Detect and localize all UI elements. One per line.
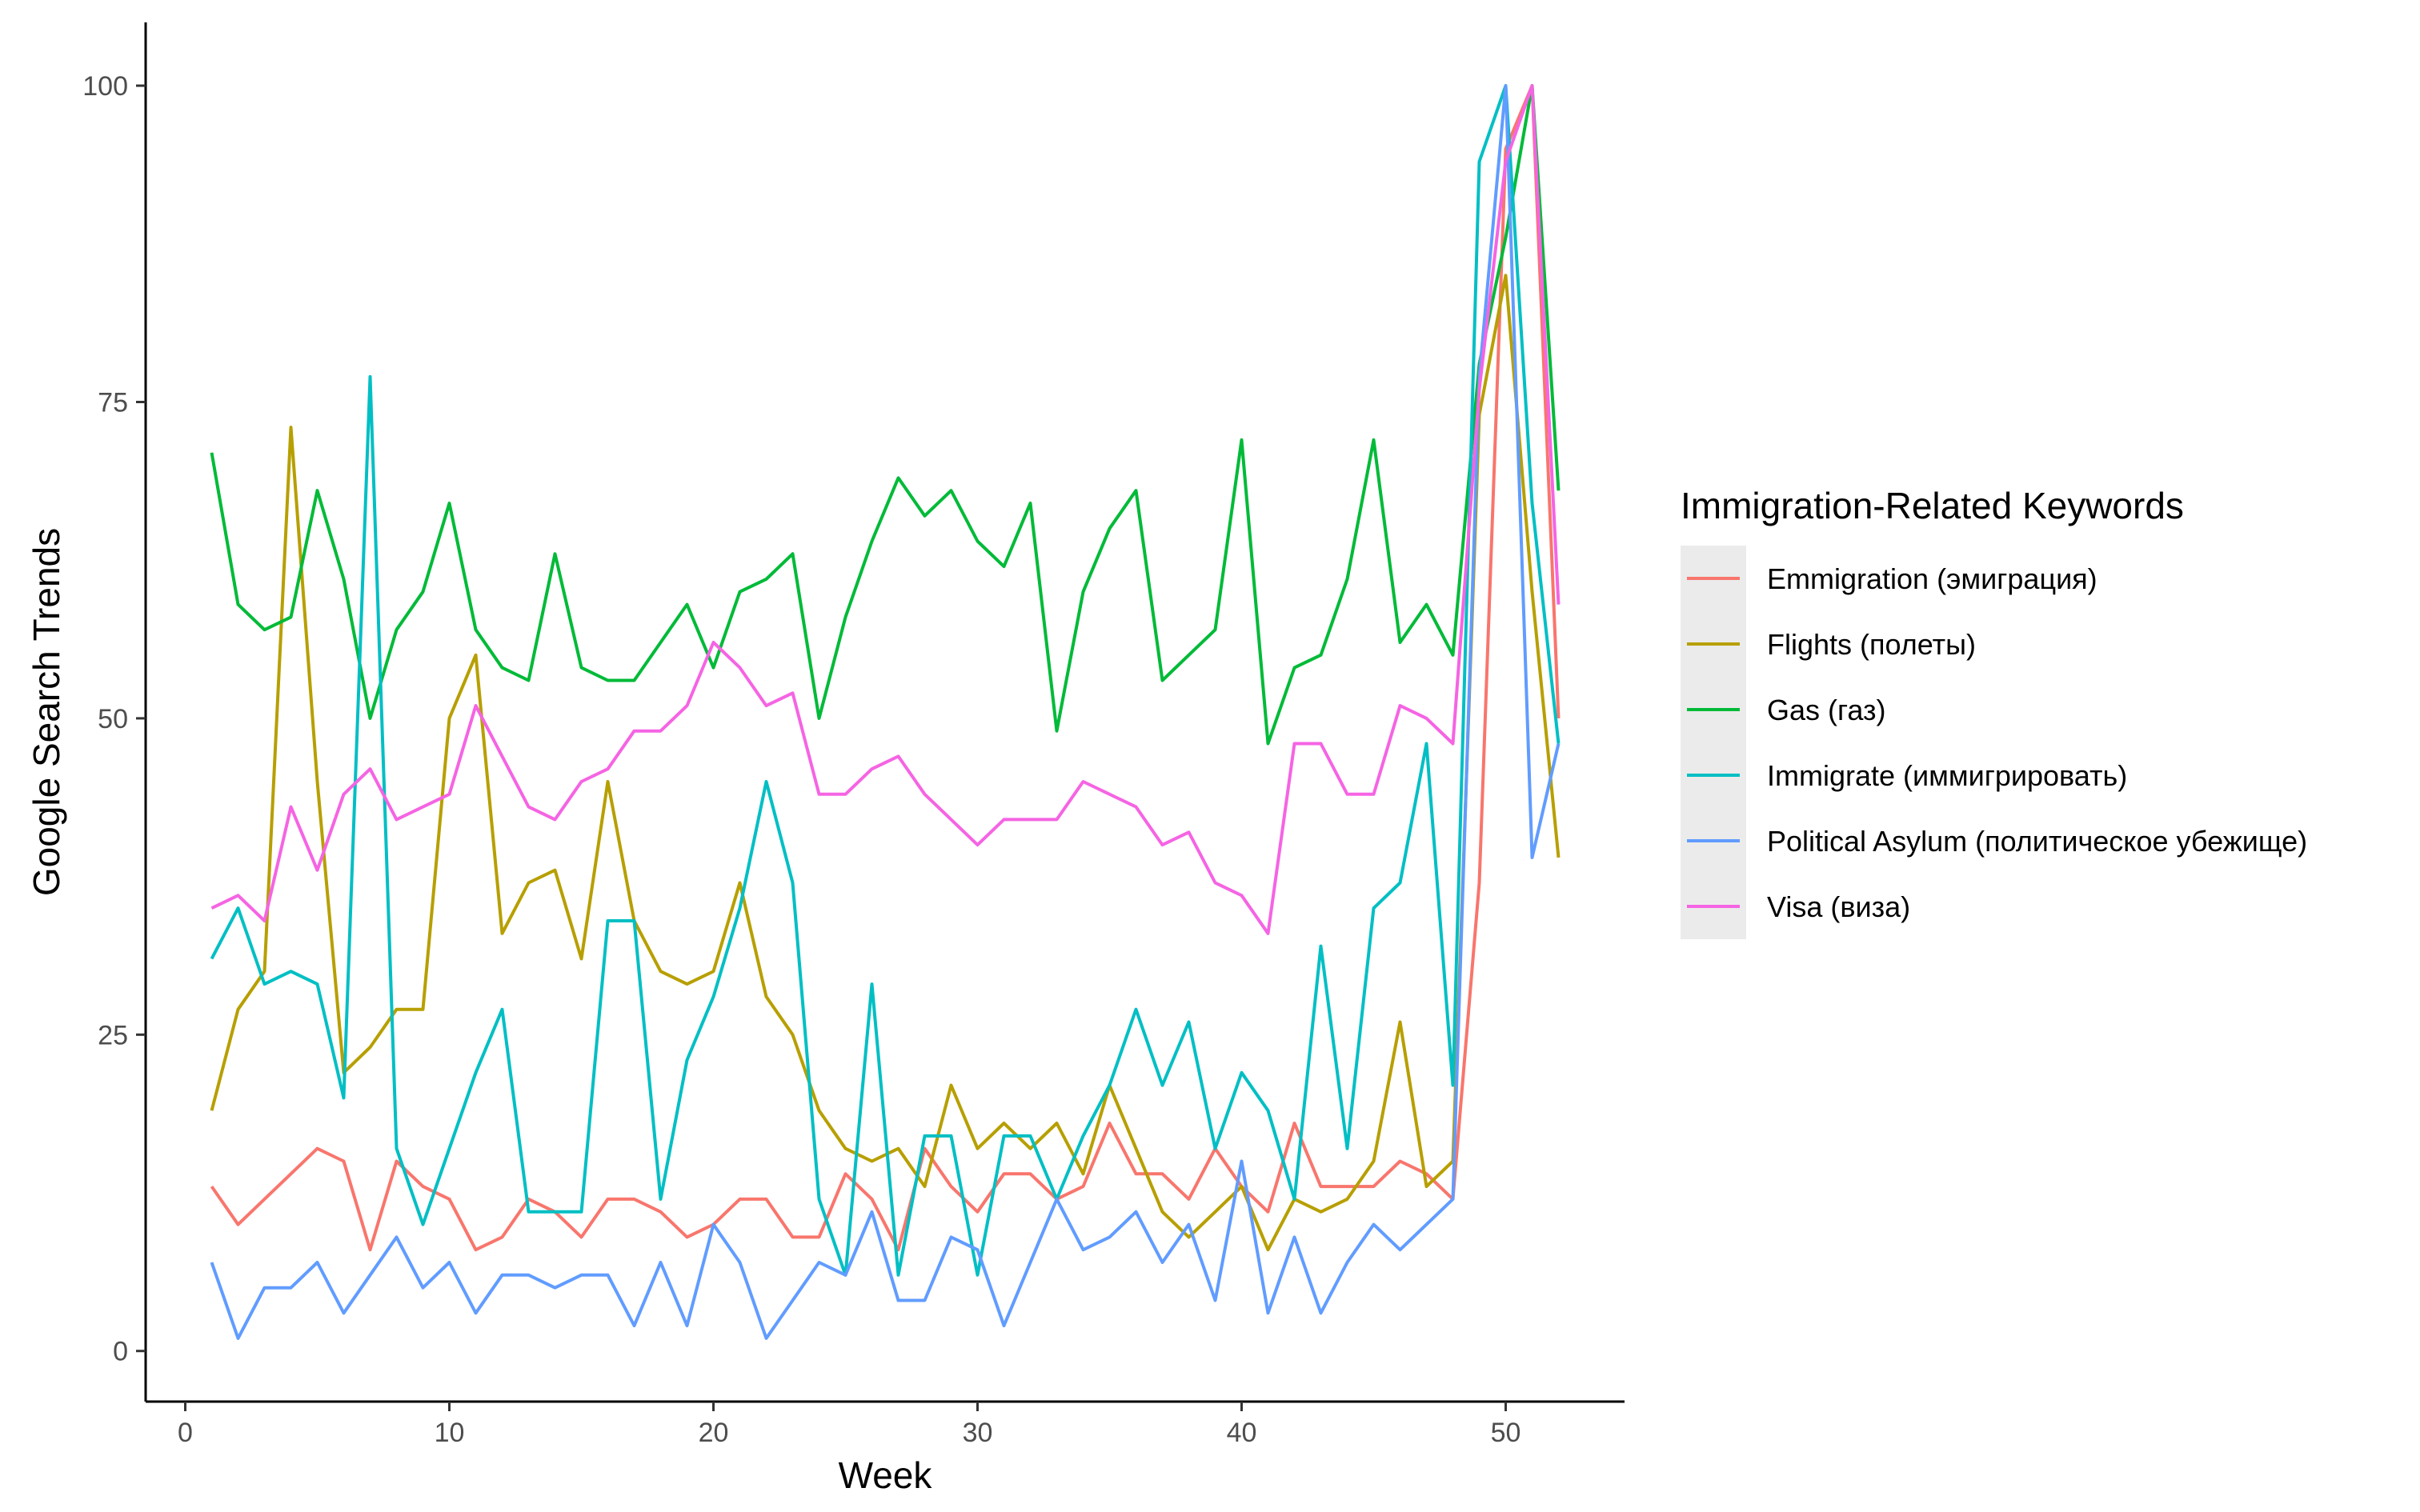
legend-key-background [1681, 546, 1746, 939]
series-line-3 [210, 84, 1561, 746]
x-tick-label: 50 [1491, 1418, 1521, 1448]
y-tick-label: 75 [98, 387, 128, 418]
series-line-6 [210, 84, 1561, 935]
x-tick-label: 10 [435, 1418, 465, 1448]
legend-entry-label: Political Asylum (политическое убежище) [1767, 825, 2307, 858]
series-line-5 [210, 84, 1561, 1340]
series-line-2 [210, 274, 1561, 1252]
x-axis-title: Week [839, 1454, 933, 1496]
x-tick-label: 0 [178, 1418, 193, 1448]
y-tick-label: 50 [98, 704, 128, 734]
legend-title: Immigration-Related Keywords [1681, 485, 2184, 526]
y-tick-label: 0 [113, 1337, 128, 1367]
x-tick-label: 30 [963, 1418, 993, 1448]
x-tick-label: 20 [699, 1418, 729, 1448]
y-tick-label: 100 [82, 71, 128, 102]
series-line-4 [210, 84, 1561, 1277]
legend-items: Emmigration (эмиграция) Flights (полеты) G… [1681, 546, 2307, 939]
legend-entry-label: Visa (виза) [1767, 890, 1910, 923]
series-line-1 [210, 84, 1561, 1252]
legend-entry-label: Emmigration (эмиграция) [1767, 562, 2097, 595]
legend-entry-label: Flights (полеты) [1767, 628, 1976, 661]
x-tick-label: 40 [1227, 1418, 1257, 1448]
legend-entry-label: Gas (газ) [1767, 694, 1885, 726]
legend-entry-label: Immigrate (иммигрировать) [1767, 759, 2127, 792]
legend: Immigration-Related Keywords Emmigration… [1681, 485, 2307, 939]
axes: 0 10 20 30 40 50 0 25 50 75 100 [82, 22, 1625, 1448]
y-axis-title: Google Search Trends [26, 528, 67, 896]
series-lines [210, 84, 1561, 1340]
y-tick-label: 25 [98, 1020, 128, 1050]
